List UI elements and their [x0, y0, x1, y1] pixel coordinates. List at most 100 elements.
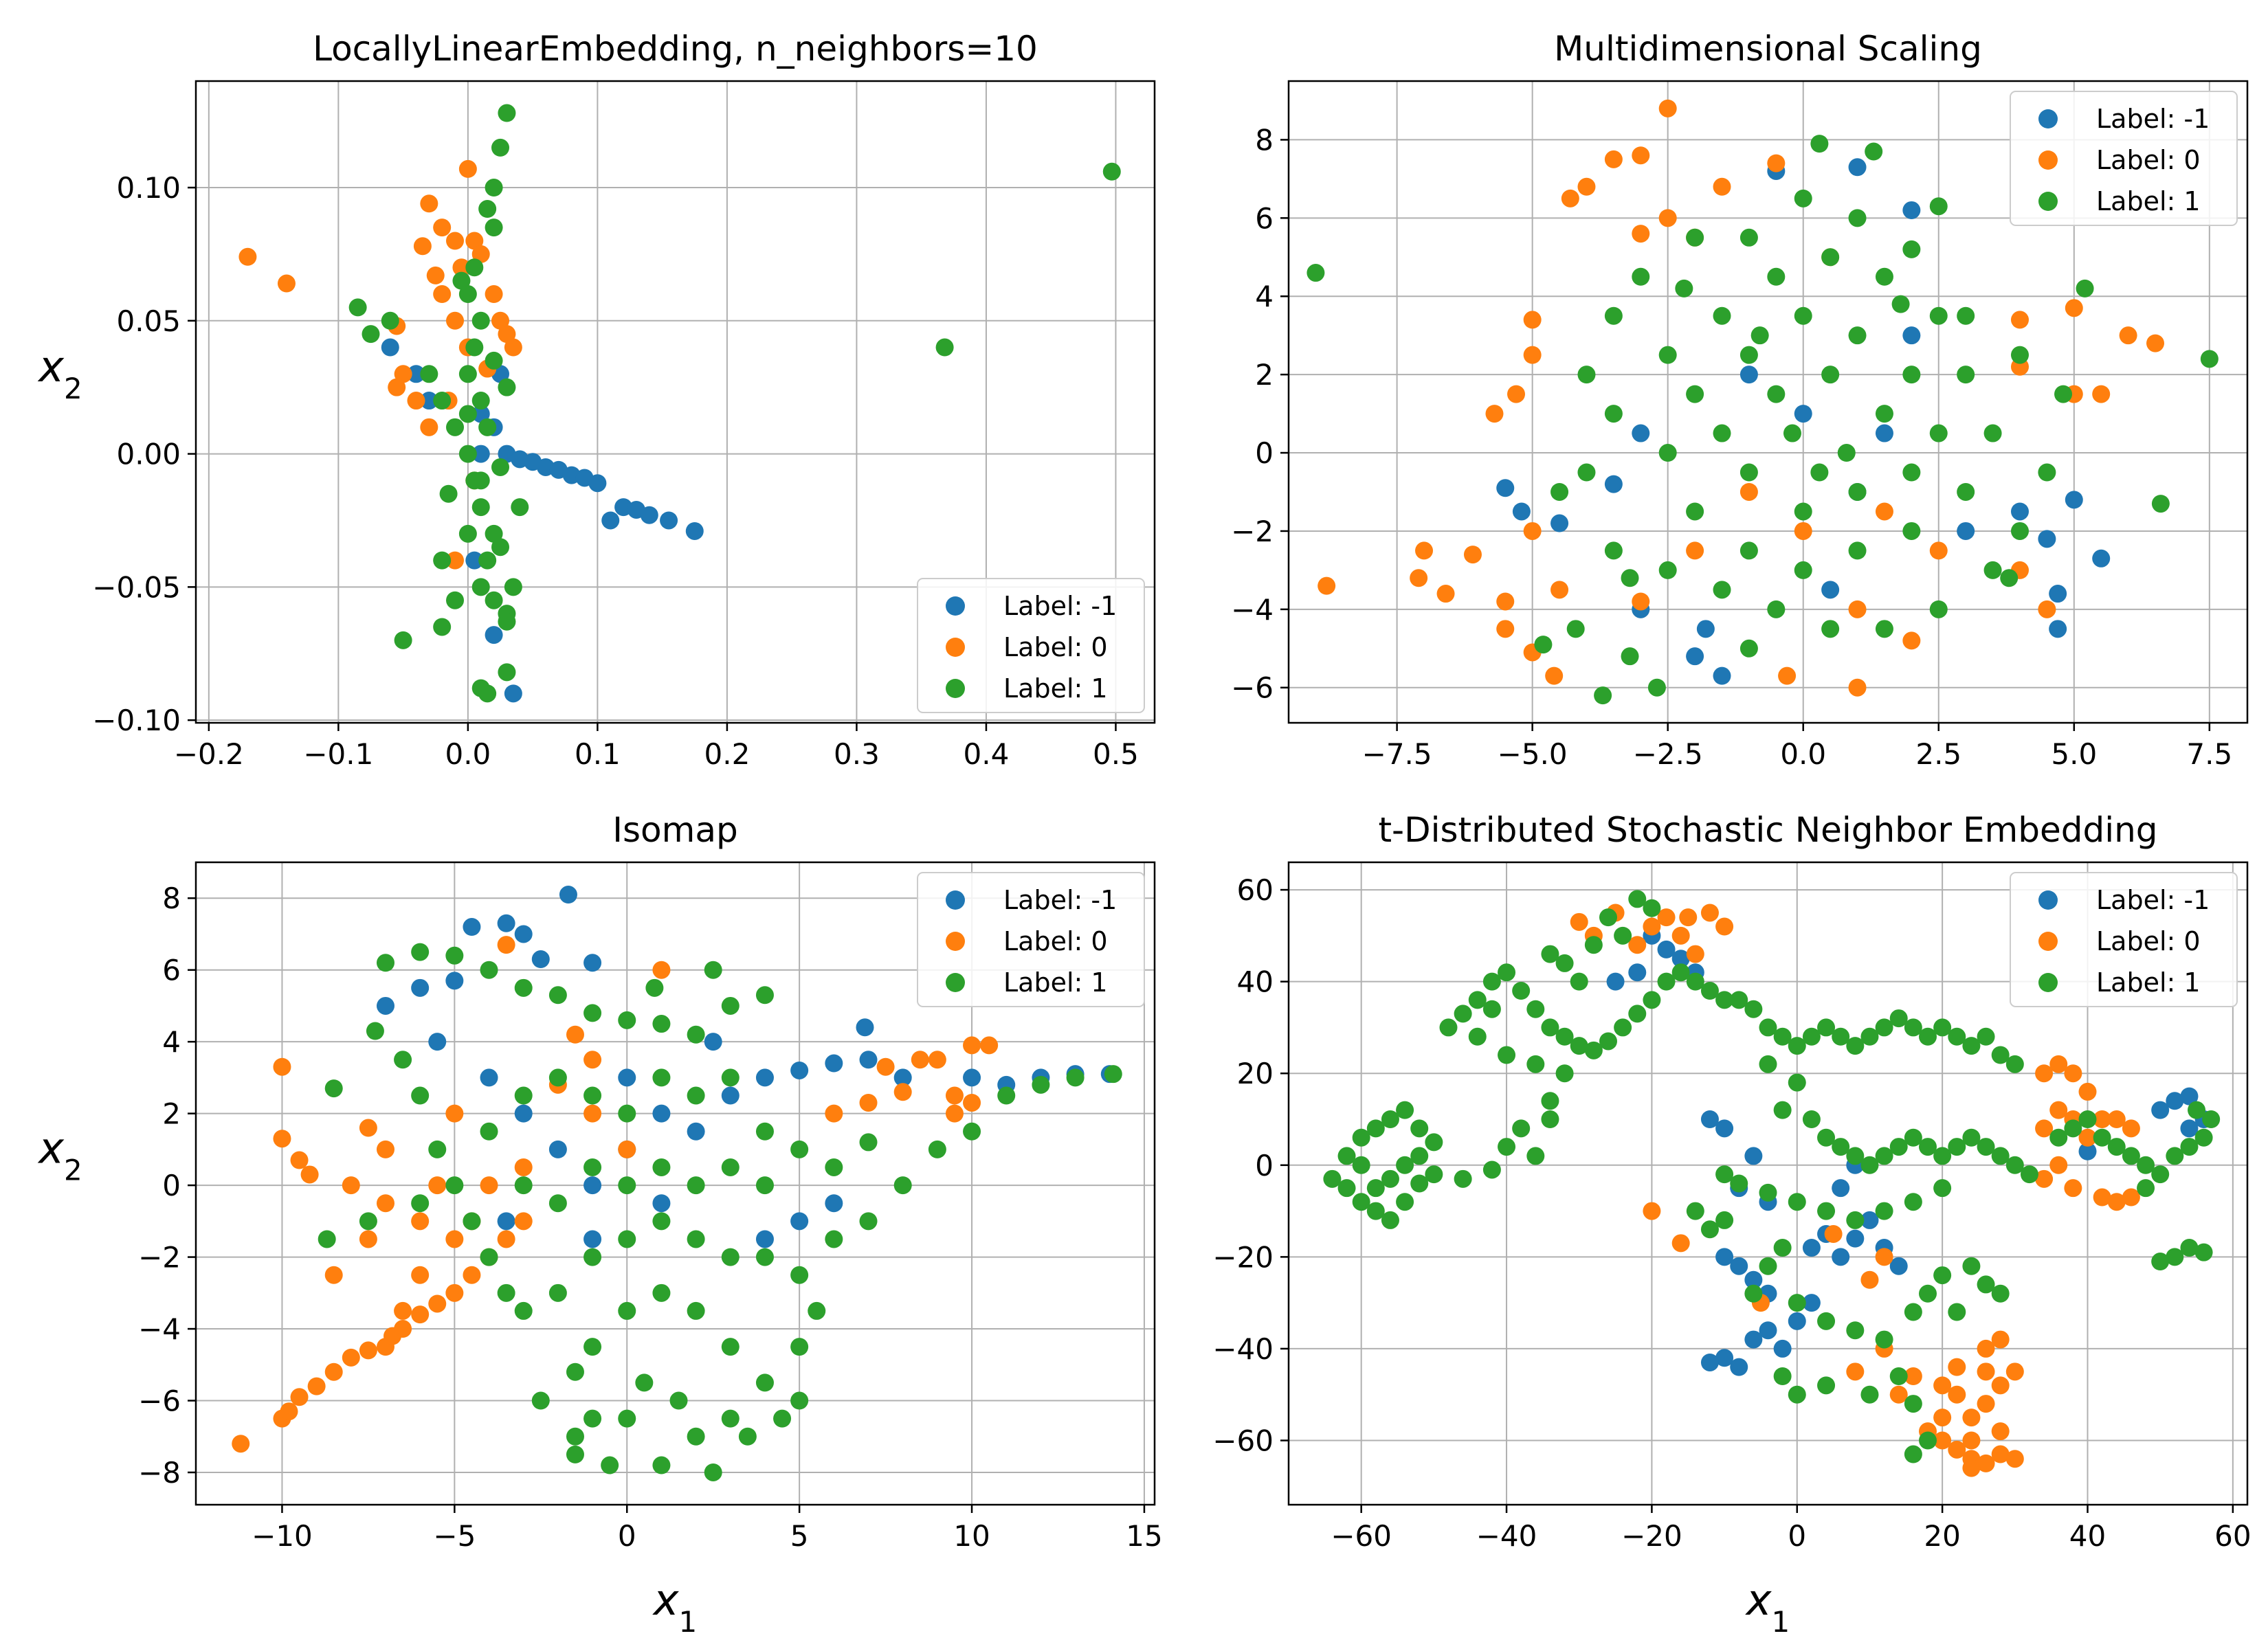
scatter-point [1352, 1156, 1370, 1174]
scatter-point [2093, 1188, 2111, 1207]
scatter-point [445, 1283, 464, 1302]
y-tick-label: 2 [162, 1097, 181, 1131]
scatter-point [1584, 1041, 1603, 1059]
scatter-point [1739, 346, 1758, 364]
scatter-point [1977, 1362, 1995, 1381]
scatter-point [1425, 1165, 1443, 1184]
scatter-point [1929, 600, 1948, 618]
scatter-point [2005, 1362, 2024, 1381]
scatter-point [1658, 444, 1677, 462]
scatter-point [1512, 502, 1531, 521]
scatter-point [1739, 463, 1758, 482]
scatter-point [1679, 908, 1698, 927]
scatter-point [1643, 991, 1661, 1009]
scatter-point [893, 1068, 912, 1087]
scatter-point [1700, 1110, 1719, 1128]
scatter-point [2107, 1138, 2126, 1156]
scatter-point [1498, 963, 1516, 982]
scatter-point [1875, 424, 1893, 442]
scatter-point [485, 626, 503, 644]
scatter-point [1323, 1169, 1342, 1188]
scatter-point [1902, 201, 1921, 219]
y-tick-label: 0.00 [116, 438, 181, 471]
scatter-point [463, 918, 481, 936]
x-tick-label: −5 [433, 1519, 476, 1553]
scatter-point [1957, 482, 1975, 501]
scatter-point [2078, 1082, 2097, 1101]
scatter-point [290, 1151, 309, 1169]
scatter-point [566, 1362, 584, 1381]
scatter-point [583, 954, 602, 972]
scatter-point [1929, 306, 1948, 325]
scatter-point [2049, 1055, 2068, 1073]
scatter-point [411, 1194, 430, 1213]
x-tick-label: −7.5 [1362, 737, 1432, 771]
x-tick-label: 20 [1924, 1519, 1960, 1553]
scatter-point [1817, 1376, 1836, 1395]
scatter-point [548, 1194, 567, 1213]
scatter-point [588, 474, 607, 493]
scatter-point [1875, 405, 1893, 423]
legend-marker [2038, 890, 2058, 910]
scatter-point [721, 1338, 740, 1356]
scatter-point [1848, 326, 1867, 345]
scatter-point [1962, 1257, 1981, 1275]
scatter-point [1352, 1128, 1370, 1147]
x-tick-label: 0.5 [1093, 737, 1139, 771]
scatter-point [601, 511, 620, 530]
scatter-point [1948, 1358, 1966, 1376]
scatter-point [498, 663, 516, 682]
scatter-point [1577, 463, 1596, 482]
scatter-point [1929, 424, 1948, 442]
scatter-point [1485, 405, 1504, 423]
scatter-point [531, 1391, 550, 1410]
scatter-point [945, 1086, 964, 1105]
scatter-point [1570, 972, 1588, 991]
scatter-point [1744, 1000, 1763, 1018]
legend-box [917, 578, 1145, 713]
scatter-point [1750, 326, 1769, 345]
scatter-point [1832, 1179, 1850, 1198]
scatter-point [1889, 1009, 1908, 1028]
x-tick-label: −40 [1476, 1519, 1537, 1553]
scatter-point [359, 1341, 377, 1360]
scatter-point [1962, 1037, 1981, 1055]
scatter-point [1957, 366, 1975, 384]
scatter-point [1933, 1018, 1952, 1037]
scatter-point [1902, 631, 1921, 650]
scatter-point [640, 506, 658, 524]
scatter-point [548, 986, 567, 1005]
scatter-point [1904, 1395, 1922, 1413]
scatter-point [1550, 482, 1569, 501]
scatter-point [1846, 1147, 1865, 1165]
scatter-point [273, 1130, 291, 1148]
scatter-point [1933, 1431, 1952, 1450]
scatter-point [480, 1068, 498, 1087]
scatter-point [1686, 385, 1704, 403]
scatter-point [485, 179, 503, 197]
scatter-point [480, 1122, 498, 1141]
scatter-point [1948, 1303, 1966, 1321]
scatter-point [362, 325, 380, 344]
legend-box [2010, 872, 2238, 1007]
scatter-point [2049, 1156, 2068, 1174]
scatter-point [1933, 1376, 1952, 1395]
scatter-point [1948, 1440, 1966, 1459]
scatter-point [485, 351, 503, 370]
scatter-point [1700, 904, 1719, 922]
scatter-point [687, 1025, 705, 1044]
scatter-point [1715, 1211, 1734, 1229]
scatter-point [808, 1301, 826, 1320]
scatter-point [755, 1248, 774, 1266]
scatter-point [498, 325, 516, 344]
scatter-point [2137, 1179, 2155, 1198]
y-tick-label: 0 [162, 1169, 181, 1202]
scatter-point [433, 392, 452, 410]
scatter-point [280, 1402, 298, 1421]
scatter-point [1715, 1349, 1734, 1367]
x-tick-label: 15 [1126, 1519, 1162, 1553]
scatter-point [1643, 1202, 1661, 1220]
scatter-point [514, 1158, 533, 1176]
scatter-point [1570, 1037, 1588, 1055]
scatter-point [514, 1212, 533, 1231]
